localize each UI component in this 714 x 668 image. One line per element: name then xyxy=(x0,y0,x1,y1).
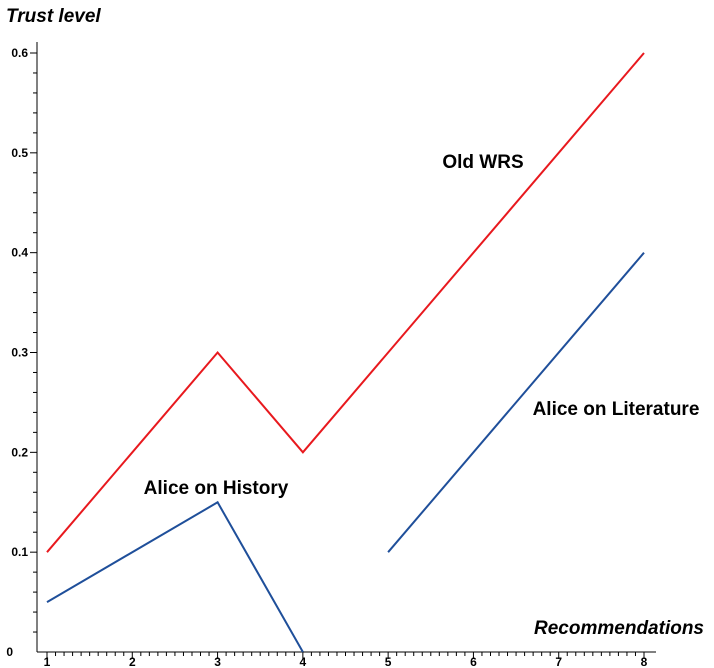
x-tick-label: 1 xyxy=(44,655,51,668)
x-tick-label: 8 xyxy=(641,655,648,668)
series-lines xyxy=(46,52,645,653)
y-axis-ticks: 0 0.1 0.2 0.3 0.4 0.5 0.6 xyxy=(6,46,37,659)
series-label-alice-on-history: Alice on History xyxy=(144,478,289,499)
y-tick-label: 0.6 xyxy=(11,46,28,60)
series-line-alice-on-history xyxy=(46,500,304,653)
y-axis-title: Trust level xyxy=(6,6,101,27)
x-tick-label: 2 xyxy=(129,655,136,668)
y-tick-label: 0 xyxy=(6,645,13,659)
series-line-old-wrs xyxy=(46,52,645,553)
y-tick-label: 0.1 xyxy=(11,545,28,559)
x-tick-label: 4 xyxy=(300,655,307,668)
y-tick-label: 0.3 xyxy=(11,346,28,360)
y-tick-label: 0.4 xyxy=(11,246,28,260)
x-tick-label: 3 xyxy=(214,655,221,668)
y-tick-label: 0.5 xyxy=(11,146,28,160)
x-axis-ticks: 1 2 3 4 5 6 7 8 xyxy=(44,652,648,668)
x-tick-label: 5 xyxy=(385,655,392,668)
x-axis-title: Recommendations xyxy=(534,618,704,639)
x-tick-label: 7 xyxy=(555,655,562,668)
series-label-old-wrs: Old WRS xyxy=(442,152,523,173)
x-tick-label: 6 xyxy=(470,655,477,668)
y-tick-label: 0.2 xyxy=(11,445,28,459)
series-line-alice-on-literature xyxy=(387,252,645,553)
series-label-alice-on-literature: Alice on Literature xyxy=(533,399,700,420)
